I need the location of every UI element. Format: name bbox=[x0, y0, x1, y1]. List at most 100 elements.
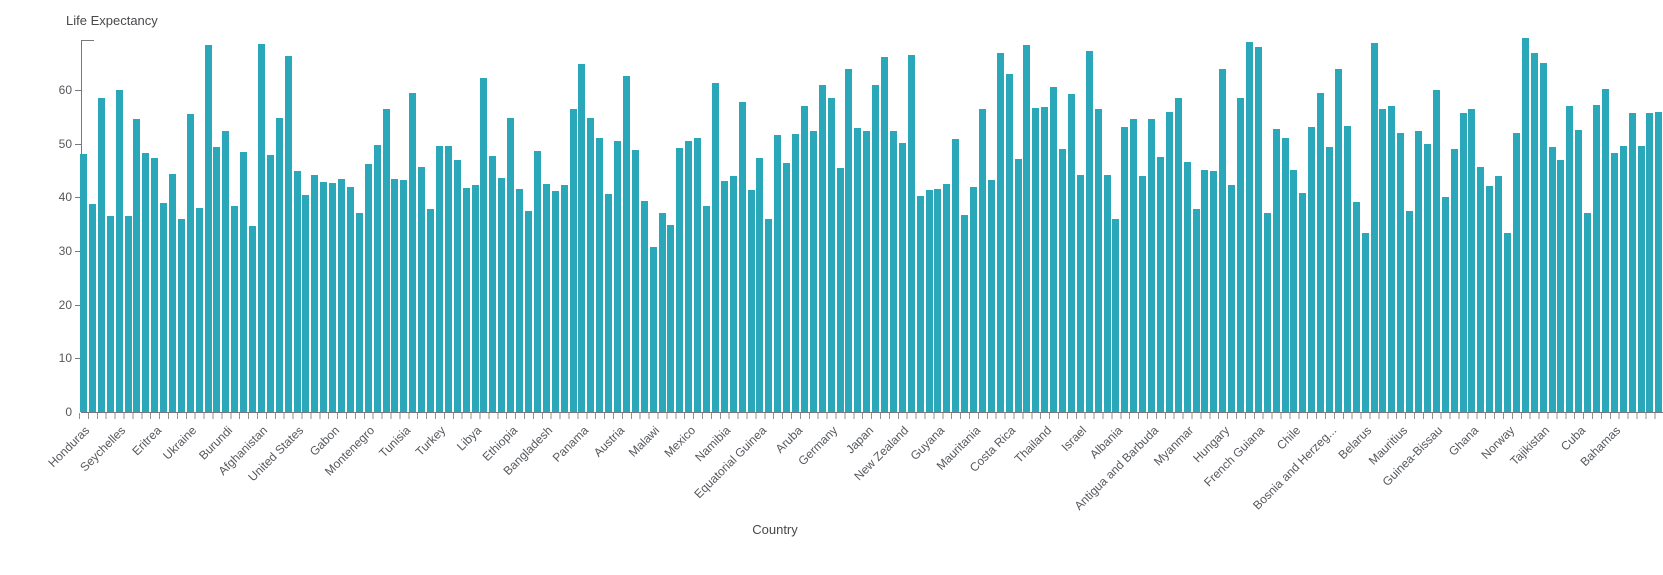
bar[interactable] bbox=[444, 146, 452, 412]
bar[interactable] bbox=[1121, 127, 1129, 412]
bar[interactable] bbox=[978, 109, 986, 412]
bar[interactable] bbox=[1059, 148, 1066, 412]
bar[interactable] bbox=[302, 195, 310, 412]
bar[interactable] bbox=[249, 225, 256, 412]
bar[interactable] bbox=[720, 181, 728, 412]
bar[interactable] bbox=[80, 154, 87, 412]
bar[interactable] bbox=[1370, 43, 1378, 412]
bar[interactable] bbox=[809, 130, 817, 412]
bar[interactable] bbox=[391, 178, 399, 412]
bar[interactable] bbox=[462, 187, 470, 412]
bar[interactable] bbox=[916, 195, 924, 412]
bar[interactable] bbox=[409, 93, 417, 412]
bar[interactable] bbox=[667, 224, 675, 412]
bar[interactable] bbox=[711, 82, 719, 412]
bar[interactable] bbox=[1584, 212, 1592, 412]
bar[interactable] bbox=[1299, 193, 1307, 412]
bar[interactable] bbox=[1023, 45, 1031, 412]
bar[interactable] bbox=[231, 205, 239, 412]
bar[interactable] bbox=[587, 117, 595, 412]
bar[interactable] bbox=[863, 130, 871, 412]
bar[interactable] bbox=[1512, 133, 1520, 412]
bar[interactable] bbox=[1557, 159, 1565, 412]
bar[interactable] bbox=[1406, 210, 1414, 412]
bar[interactable] bbox=[792, 133, 799, 412]
bar[interactable] bbox=[338, 178, 346, 412]
bar[interactable] bbox=[614, 140, 621, 412]
bar[interactable] bbox=[293, 170, 301, 412]
bar[interactable] bbox=[88, 204, 96, 412]
bar[interactable] bbox=[266, 154, 274, 412]
bar[interactable] bbox=[516, 189, 524, 412]
bar[interactable] bbox=[382, 109, 390, 412]
bar[interactable] bbox=[320, 182, 328, 412]
bar[interactable] bbox=[1308, 127, 1316, 412]
bar[interactable] bbox=[1237, 97, 1244, 412]
bar[interactable] bbox=[533, 150, 541, 412]
bar[interactable] bbox=[622, 76, 630, 412]
bar[interactable] bbox=[747, 190, 755, 412]
bar[interactable] bbox=[1112, 219, 1120, 412]
bar[interactable] bbox=[1032, 108, 1040, 412]
bar[interactable] bbox=[355, 212, 363, 412]
bar[interactable] bbox=[1619, 145, 1627, 412]
bar[interactable] bbox=[872, 85, 880, 412]
bar[interactable] bbox=[649, 247, 657, 412]
bar[interactable] bbox=[471, 184, 479, 412]
bar[interactable] bbox=[1459, 113, 1467, 412]
bar[interactable] bbox=[1610, 152, 1618, 412]
bar[interactable] bbox=[640, 201, 648, 412]
bar[interactable] bbox=[177, 218, 185, 412]
bar[interactable] bbox=[1317, 93, 1325, 412]
bar[interactable] bbox=[329, 182, 337, 412]
bar[interactable] bbox=[1192, 208, 1200, 412]
bar[interactable] bbox=[1148, 118, 1155, 412]
bar[interactable] bbox=[1379, 108, 1387, 412]
bar[interactable] bbox=[160, 202, 168, 412]
bar[interactable] bbox=[1263, 213, 1271, 412]
bar[interactable] bbox=[1050, 87, 1057, 412]
bar[interactable] bbox=[1326, 147, 1333, 412]
bar[interactable] bbox=[1014, 159, 1022, 412]
bar[interactable] bbox=[845, 68, 853, 412]
bar[interactable] bbox=[427, 209, 435, 412]
bar[interactable] bbox=[1076, 175, 1084, 412]
bar[interactable] bbox=[569, 109, 577, 412]
bar[interactable] bbox=[694, 137, 702, 412]
bar[interactable] bbox=[1397, 133, 1405, 412]
bar[interactable] bbox=[204, 44, 212, 412]
bar[interactable] bbox=[1655, 111, 1663, 412]
bar[interactable] bbox=[1005, 74, 1013, 412]
bar[interactable] bbox=[1593, 104, 1600, 412]
bar[interactable] bbox=[774, 135, 782, 412]
bar[interactable] bbox=[1628, 112, 1636, 412]
bar[interactable] bbox=[1388, 106, 1396, 412]
bar[interactable] bbox=[453, 160, 461, 412]
bar[interactable] bbox=[952, 139, 960, 412]
bar[interactable] bbox=[115, 90, 123, 412]
bar[interactable] bbox=[551, 190, 559, 412]
bar[interactable] bbox=[195, 207, 203, 412]
bar[interactable] bbox=[854, 127, 862, 412]
bar[interactable] bbox=[1165, 112, 1173, 412]
bar[interactable] bbox=[596, 138, 604, 412]
bar[interactable] bbox=[889, 130, 897, 412]
bar[interactable] bbox=[1423, 144, 1431, 412]
bar[interactable] bbox=[186, 114, 194, 412]
bar[interactable] bbox=[1468, 108, 1476, 412]
bar[interactable] bbox=[560, 185, 568, 412]
bar[interactable] bbox=[364, 163, 372, 412]
bar[interactable] bbox=[151, 157, 159, 412]
bar[interactable] bbox=[631, 149, 639, 412]
bar[interactable] bbox=[1210, 170, 1218, 412]
bar[interactable] bbox=[1334, 69, 1342, 412]
bar[interactable] bbox=[142, 153, 150, 412]
bar[interactable] bbox=[1219, 69, 1227, 412]
bar[interactable] bbox=[240, 151, 248, 412]
bar[interactable] bbox=[1343, 125, 1351, 412]
bar[interactable] bbox=[106, 216, 114, 412]
bar[interactable] bbox=[480, 78, 488, 412]
bar[interactable] bbox=[765, 218, 773, 412]
bar[interactable] bbox=[1156, 156, 1164, 412]
